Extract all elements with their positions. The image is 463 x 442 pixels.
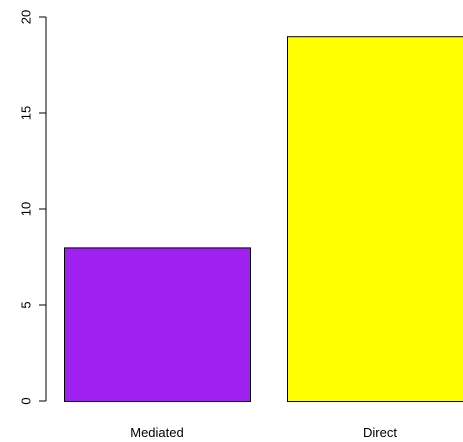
category-label-mediated: Mediated — [130, 425, 183, 440]
bars — [64, 36, 463, 402]
bar-direct — [287, 36, 463, 402]
y-tick-label: 10 — [18, 202, 33, 216]
category-label-direct: Direct — [363, 425, 397, 440]
category-labels: Mediated Direct — [130, 425, 397, 440]
y-axis: 0 5 10 15 20 — [18, 10, 47, 405]
bar-mediated — [64, 247, 251, 402]
y-tick-label: 0 — [18, 397, 33, 404]
y-tick-label: 15 — [18, 106, 33, 120]
y-tick-label: 5 — [18, 301, 33, 308]
y-tick-label: 20 — [18, 10, 33, 24]
